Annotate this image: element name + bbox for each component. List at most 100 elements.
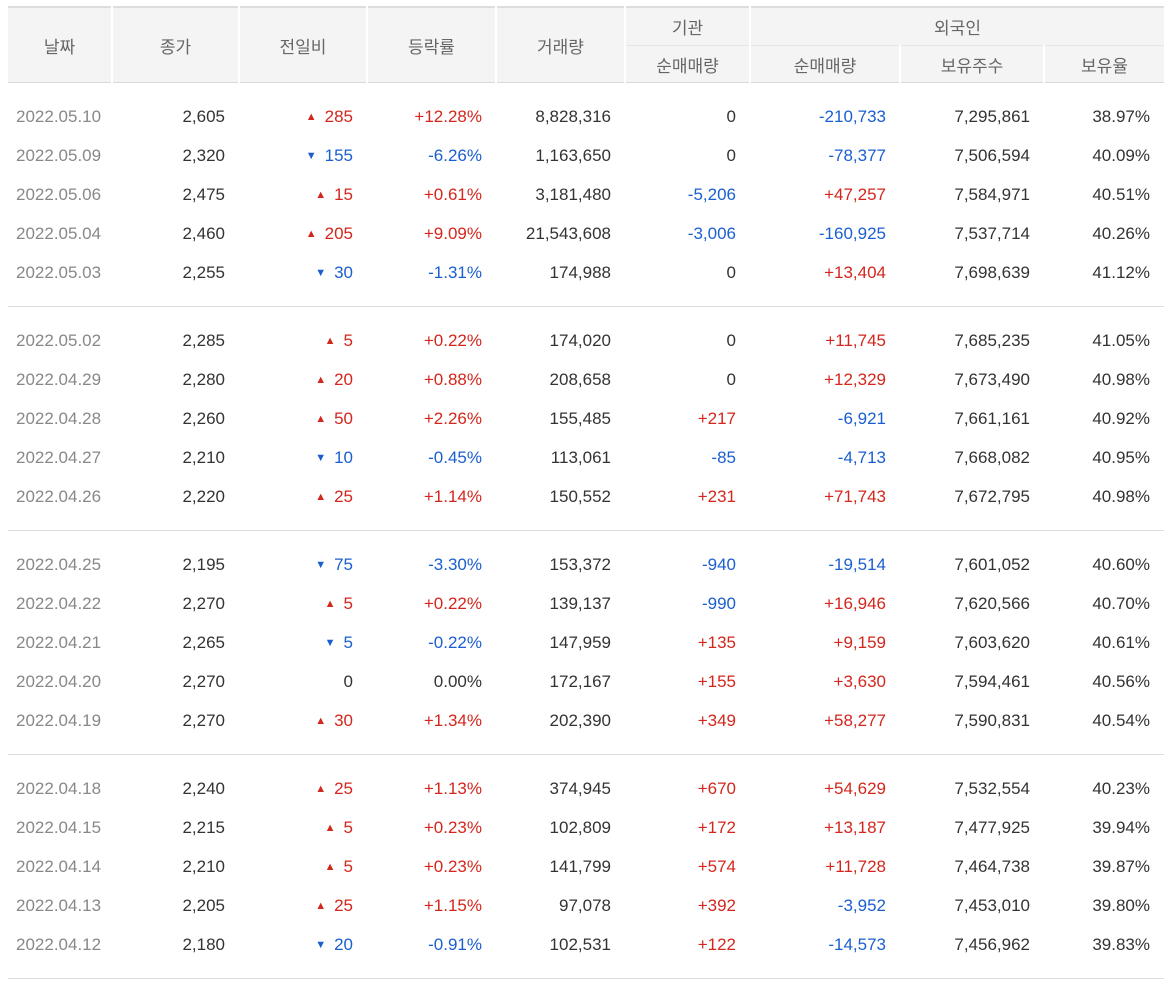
- foreign-net-cell: +11,745: [825, 330, 886, 350]
- date-cell: 2022.04.25: [16, 554, 102, 574]
- change-value: 5: [343, 632, 353, 652]
- col-header-holdings: 보유주수: [899, 45, 1044, 83]
- change-value: 15: [334, 184, 353, 204]
- rate-cell: +0.22%: [423, 330, 482, 350]
- volume-cell: 102,531: [549, 934, 611, 954]
- close-price-cell: 2,270: [182, 710, 225, 730]
- holdings-cell: 7,506,594: [954, 145, 1030, 165]
- foreign-net-cell: -78,377: [828, 145, 886, 165]
- row-separator: [8, 531, 1164, 546]
- rate-cell: +0.22%: [423, 593, 482, 613]
- table-body: 2022.05.10 2,605 ▲ 285 +12.28% 8,828,316 0 -210…: [8, 83, 1165, 979]
- date-cell: 2022.04.20: [16, 671, 102, 691]
- table-row: 2022.04.22 2,270 ▲ 5 +0.22% 139,137 -990 +16,94…: [8, 584, 1164, 623]
- ratio-cell: 40.54%: [1092, 710, 1151, 730]
- volume-cell: 155,485: [549, 408, 611, 428]
- col-header-date: 날짜: [8, 7, 112, 83]
- change-value: 50: [334, 408, 353, 428]
- rate-cell: +12.28%: [414, 106, 482, 126]
- foreign-net-cell: +9,159: [833, 632, 886, 652]
- holdings-cell: 7,477,925: [954, 817, 1030, 837]
- table-row: 2022.04.28 2,260 ▲ 50 +2.26% 155,485 +217 -6,92…: [8, 399, 1164, 438]
- change-cell: ▲ 25: [239, 769, 367, 808]
- inst-net-cell: -3,006: [687, 223, 736, 243]
- inst-net-cell: +231: [697, 486, 736, 506]
- table-row: 2022.04.26 2,220 ▲ 25 +1.14% 150,552 +231 +71,7…: [8, 477, 1164, 516]
- row-separator: [8, 964, 1165, 979]
- foreign-net-cell: -4,713: [837, 447, 886, 467]
- change-cell: 0: [239, 662, 367, 701]
- date-cell: 2022.04.21: [16, 632, 102, 652]
- row-separator: [8, 740, 1165, 755]
- ratio-cell: 38.97%: [1092, 106, 1151, 126]
- table-row: 2022.04.21 2,265 ▼ 5 -0.22% 147,959 +135 +9,159…: [8, 623, 1164, 662]
- foreign-net-cell: -19,514: [828, 554, 886, 574]
- volume-cell: 208,658: [549, 369, 611, 389]
- change-cell: ▼ 10: [239, 438, 367, 477]
- date-cell: 2022.04.14: [16, 856, 102, 876]
- close-price-cell: 2,195: [182, 554, 225, 574]
- volume-cell: 141,799: [549, 856, 611, 876]
- holdings-cell: 7,456,962: [954, 934, 1030, 954]
- date-cell: 2022.05.02: [16, 330, 102, 350]
- up-triangle-icon: ▲: [315, 490, 327, 503]
- volume-cell: 174,020: [549, 330, 611, 350]
- holdings-cell: 7,603,620: [954, 632, 1030, 652]
- volume-cell: 150,552: [549, 486, 611, 506]
- ratio-cell: 39.80%: [1092, 895, 1151, 915]
- table-row: 2022.04.18 2,240 ▲ 25 +1.13% 374,945 +670 +54,6…: [8, 769, 1164, 808]
- ratio-cell: 40.92%: [1092, 408, 1151, 428]
- close-price-cell: 2,215: [182, 817, 225, 837]
- rate-cell: -6.26%: [428, 145, 482, 165]
- table-row: 2022.04.12 2,180 ▼ 20 -0.91% 102,531 +122 -14,5…: [8, 925, 1164, 964]
- down-triangle-icon: ▼: [305, 149, 317, 162]
- rate-cell: +1.14%: [423, 486, 482, 506]
- holdings-cell: 7,594,461: [954, 671, 1030, 691]
- holdings-cell: 7,601,052: [954, 554, 1030, 574]
- change-cell: ▼ 30: [239, 253, 367, 292]
- inst-net-cell: 0: [726, 330, 736, 350]
- holdings-cell: 7,590,831: [954, 710, 1030, 730]
- close-price-cell: 2,475: [182, 184, 225, 204]
- row-separator: [8, 83, 1164, 98]
- table-row: 2022.05.09 2,320 ▼ 155 -6.26% 1,163,650 0 -78,3…: [8, 136, 1164, 175]
- col-header-foreign-net: 순매매량: [749, 45, 900, 83]
- change-value: 5: [343, 593, 353, 613]
- volume-cell: 1,163,650: [535, 145, 611, 165]
- volume-cell: 153,372: [549, 554, 611, 574]
- rate-cell: +0.88%: [423, 369, 482, 389]
- foreign-net-cell: +11,728: [825, 856, 886, 876]
- up-triangle-icon: ▲: [324, 597, 336, 610]
- rate-cell: -0.91%: [428, 934, 482, 954]
- row-separator: [8, 516, 1165, 531]
- col-header-change: 전일비: [238, 7, 367, 83]
- inst-net-cell: +135: [697, 632, 736, 652]
- table-row: 2022.04.15 2,215 ▲ 5 +0.23% 102,809 +172 +13,18…: [8, 808, 1164, 847]
- close-price-cell: 2,460: [182, 223, 225, 243]
- rate-cell: +1.15%: [423, 895, 482, 915]
- foreign-net-cell: +13,404: [824, 262, 886, 282]
- up-triangle-icon: ▲: [315, 714, 327, 727]
- row-separator: [8, 292, 1165, 307]
- up-triangle-icon: ▲: [315, 899, 327, 912]
- close-price-cell: 2,605: [182, 106, 225, 126]
- table-row: 2022.05.02 2,285 ▲ 5 +0.22% 174,020 0 +11,745 7,…: [8, 321, 1164, 360]
- up-triangle-icon: ▲: [315, 373, 327, 386]
- close-price-cell: 2,270: [182, 671, 225, 691]
- volume-cell: 102,809: [549, 817, 611, 837]
- ratio-cell: 39.94%: [1092, 817, 1151, 837]
- holdings-cell: 7,584,971: [954, 184, 1030, 204]
- volume-cell: 174,988: [549, 262, 611, 282]
- up-triangle-icon: ▲: [315, 412, 327, 425]
- holdings-cell: 7,698,639: [954, 262, 1030, 282]
- holdings-cell: 7,532,554: [954, 778, 1030, 798]
- col-header-inst-net: 순매매량: [624, 45, 750, 83]
- holdings-cell: 7,453,010: [954, 895, 1030, 915]
- volume-cell: 374,945: [549, 778, 611, 798]
- rate-cell: +9.09%: [423, 223, 482, 243]
- ratio-cell: 40.70%: [1092, 593, 1151, 613]
- change-cell: ▲ 50: [239, 399, 367, 438]
- foreign-net-cell: -14,573: [828, 934, 886, 954]
- table-header: 날짜 종가 전일비 등락률 거래량 기관 외국인 순매매량 순매매량 보유주수 …: [8, 7, 1165, 83]
